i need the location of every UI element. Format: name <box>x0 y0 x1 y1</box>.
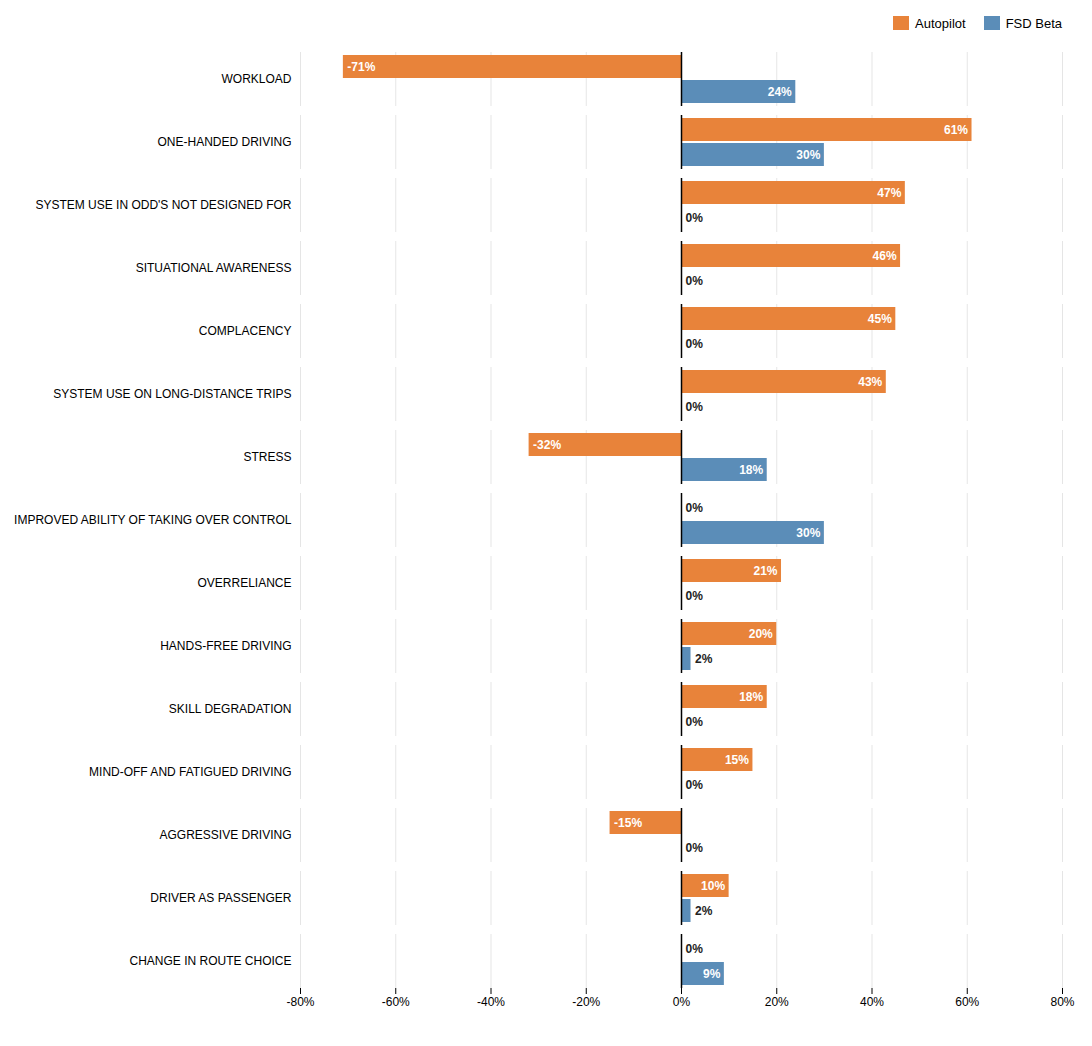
svg-text:-60%: -60% <box>382 995 410 1009</box>
svg-text:30%: 30% <box>796 148 820 162</box>
svg-text:STRESS: STRESS <box>243 450 291 464</box>
svg-text:IMPROVED ABILITY OF TAKING OVE: IMPROVED ABILITY OF TAKING OVER CONTROL <box>14 513 292 527</box>
svg-text:45%: 45% <box>868 312 892 326</box>
svg-text:40%: 40% <box>860 995 884 1009</box>
svg-text:-15%: -15% <box>614 816 642 830</box>
svg-text:0%: 0% <box>686 942 704 956</box>
svg-text:30%: 30% <box>796 526 820 540</box>
svg-text:SITUATIONAL AWARENESS: SITUATIONAL AWARENESS <box>136 261 292 275</box>
html-text:FSD Beta: FSD Beta <box>1005 15 1062 31</box>
svg-text:0%: 0% <box>686 337 704 351</box>
svg-text:2%: 2% <box>695 652 713 666</box>
svg-text:9%: 9% <box>703 967 721 981</box>
svg-text:0%: 0% <box>686 715 704 729</box>
svg-text:10%: 10% <box>701 879 725 893</box>
svg-text:MIND-OFF AND FATIGUED DRIVING: MIND-OFF AND FATIGUED DRIVING <box>89 765 291 779</box>
svg-text:47%: 47% <box>877 186 901 200</box>
svg-text:-32%: -32% <box>533 438 561 452</box>
svg-text:15%: 15% <box>725 753 749 767</box>
svg-text:0%: 0% <box>686 400 704 414</box>
svg-text:-80%: -80% <box>286 995 314 1009</box>
svg-text:0%: 0% <box>686 501 704 515</box>
svg-text:SYSTEM USE ON LONG-DISTANCE TR: SYSTEM USE ON LONG-DISTANCE TRIPS <box>53 387 291 401</box>
svg-text:0%: 0% <box>686 841 704 855</box>
svg-text:46%: 46% <box>873 249 897 263</box>
svg-text:-71%: -71% <box>347 60 375 74</box>
svg-text:0%: 0% <box>686 274 704 288</box>
svg-text:0%: 0% <box>686 211 704 225</box>
svg-text:43%: 43% <box>858 375 882 389</box>
svg-text:0%: 0% <box>686 589 704 603</box>
svg-text:20%: 20% <box>749 627 773 641</box>
svg-text:-40%: -40% <box>477 995 505 1009</box>
svg-text:61%: 61% <box>944 123 968 137</box>
svg-text:18%: 18% <box>739 690 763 704</box>
svg-text:20%: 20% <box>765 995 789 1009</box>
svg-text:60%: 60% <box>955 995 979 1009</box>
svg-text:2%: 2% <box>695 904 713 918</box>
svg-text:SKILL DEGRADATION: SKILL DEGRADATION <box>169 702 292 716</box>
svg-text:-20%: -20% <box>572 995 600 1009</box>
svg-text:ONE-HANDED DRIVING: ONE-HANDED DRIVING <box>157 135 291 149</box>
svg-text:21%: 21% <box>753 564 777 578</box>
svg-text:0%: 0% <box>673 995 691 1009</box>
svg-text:80%: 80% <box>1050 995 1074 1009</box>
svg-text:18%: 18% <box>739 463 763 477</box>
svg-text:HANDS-FREE DRIVING: HANDS-FREE DRIVING <box>160 639 291 653</box>
svg-text:24%: 24% <box>768 85 792 99</box>
svg-text:0%: 0% <box>686 778 704 792</box>
svg-text:SYSTEM USE IN ODD'S NOT DESIGN: SYSTEM USE IN ODD'S NOT DESIGNED FOR <box>35 198 291 212</box>
svg-text:CHANGE IN ROUTE CHOICE: CHANGE IN ROUTE CHOICE <box>129 954 291 968</box>
svg-text:AGGRESSIVE DRIVING: AGGRESSIVE DRIVING <box>159 828 291 842</box>
svg-text:OVERRELIANCE: OVERRELIANCE <box>197 576 291 590</box>
svg-text:WORKLOAD: WORKLOAD <box>221 72 291 86</box>
svg-text:DRIVER AS PASSENGER: DRIVER AS PASSENGER <box>150 891 291 905</box>
html-text:Autopilot: Autopilot <box>915 15 966 31</box>
svg-text:COMPLACENCY: COMPLACENCY <box>199 324 292 338</box>
